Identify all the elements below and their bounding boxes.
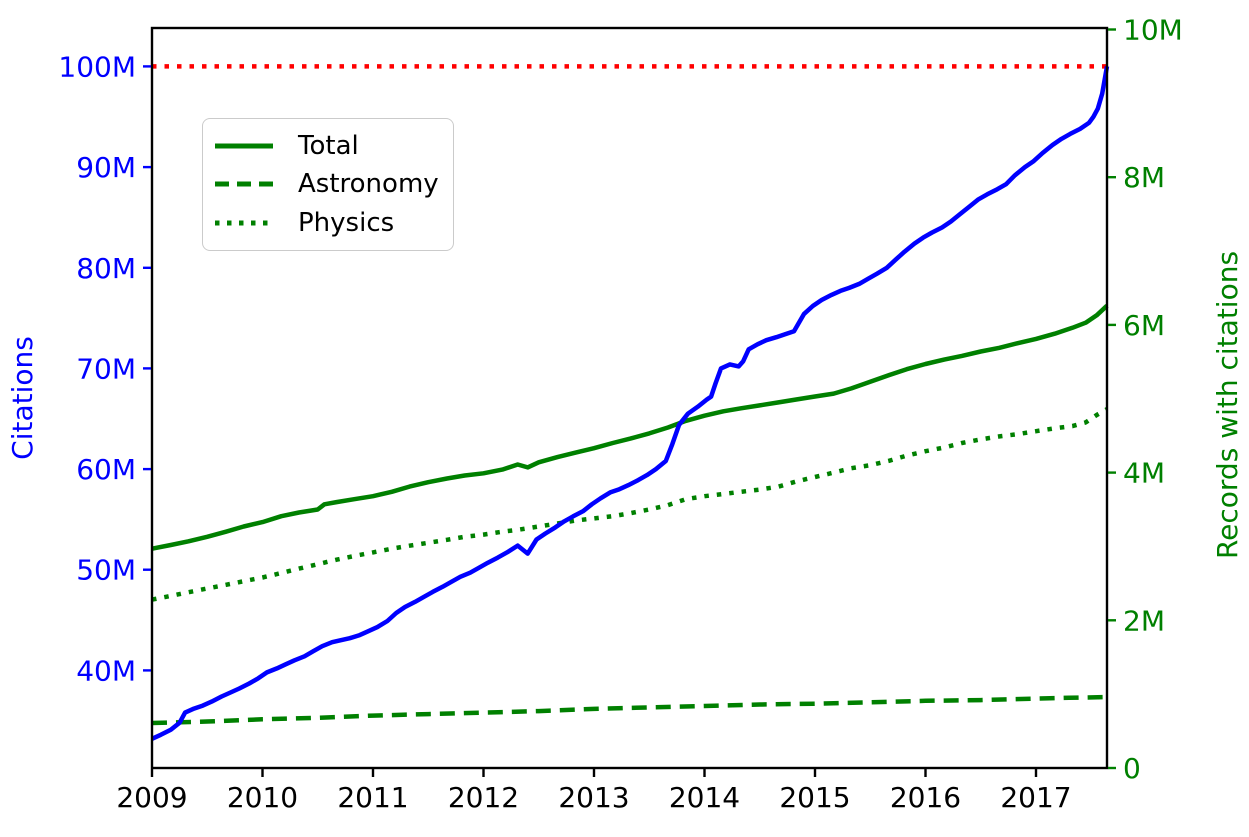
x-tick-label: 2017	[1000, 781, 1071, 814]
y-left-tick-label: 40M	[76, 654, 136, 687]
series-total	[151, 304, 1109, 551]
y-left-tick-label: 50M	[76, 554, 136, 587]
y-right-tick-label: 10M	[1123, 14, 1183, 47]
legend-label-physics: Physics	[298, 207, 395, 238]
legend-entry-astronomy: Astronomy	[215, 171, 443, 197]
series-physics	[151, 407, 1109, 602]
y-right-tick-label: 0	[1123, 752, 1141, 785]
y-right-tick-label: 8M	[1123, 161, 1165, 194]
legend-sample-dashed-line	[215, 181, 273, 187]
x-tick-label: 2011	[337, 781, 408, 814]
x-tick-label: 2009	[116, 781, 187, 814]
x-tick-label: 2015	[779, 781, 850, 814]
y-right-axis-title: Records with citations	[1211, 251, 1244, 559]
legend-entry-total: Total	[215, 133, 443, 159]
x-tick-label: 2013	[558, 781, 629, 814]
y-left-tick-label: 70M	[76, 352, 136, 385]
series-group	[151, 64, 1110, 741]
y-right-tick-label: 6M	[1123, 309, 1165, 342]
plot-spines	[150, 26, 1109, 770]
legend-entry-physics: Physics	[215, 210, 443, 236]
legend: Total Astronomy Physics	[202, 118, 454, 251]
legend-label-astronomy: Astronomy	[298, 169, 439, 200]
y-left-axis-title: Citations	[6, 336, 39, 460]
y-right-tick-label: 4M	[1123, 457, 1165, 490]
legend-label-total: Total	[298, 131, 359, 162]
y-left-tick-label: 60M	[76, 453, 136, 486]
y-right-tick-label: 2M	[1123, 604, 1165, 637]
x-tick-label: 2012	[448, 781, 519, 814]
y-left-tick-label: 100M	[58, 50, 136, 83]
series-citations	[151, 66, 1110, 741]
y-left-tick-label: 90M	[76, 151, 136, 184]
legend-sample-dotted-line	[215, 220, 273, 226]
legend-sample-solid-line	[215, 143, 273, 149]
x-tick-label: 2016	[890, 781, 961, 814]
series-astronomy	[151, 694, 1108, 726]
x-tick-label: 2010	[227, 781, 298, 814]
y-left-tick-label: 80M	[76, 252, 136, 285]
x-tick-label: 2014	[669, 781, 740, 814]
